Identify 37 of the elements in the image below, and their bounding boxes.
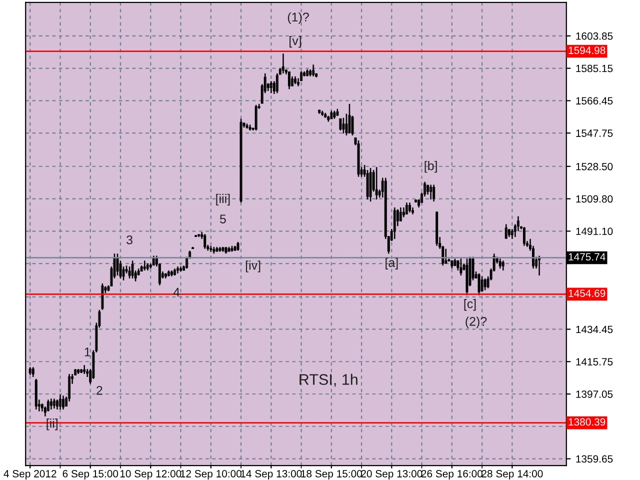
y-tick-label: 1509.80 <box>576 195 613 203</box>
x-tick-label: 26 Sep 16:00 <box>421 470 482 480</box>
annotation: 1 <box>84 348 90 356</box>
ref-line-label: 1475.74 <box>568 253 606 261</box>
annotation: [a] <box>386 258 398 270</box>
x-tick-label: 6 Sep 15:00 <box>62 470 118 480</box>
y-tick-label: 1415.75 <box>576 358 613 366</box>
annotation: 2 <box>96 386 102 395</box>
annotation: [c] <box>464 299 476 311</box>
x-tick-label: 20 Sep 13:00 <box>361 470 422 480</box>
annotation: (2)? <box>466 316 487 328</box>
y-tick-label: 1528.50 <box>576 162 613 170</box>
y-tick-label: 1603.85 <box>576 32 613 40</box>
y-tick-label: 1434.45 <box>576 326 613 334</box>
y-tick-label: 1566.45 <box>576 97 613 105</box>
annotation: (1)? <box>288 12 309 24</box>
y-tick-label: 1359.65 <box>576 455 613 463</box>
y-tick-label: 1397.05 <box>576 390 613 398</box>
y-tick-label: 1585.15 <box>576 64 613 72</box>
x-tick-label: 12 Sep 10:00 <box>180 470 242 480</box>
x-tick-label: 28 Sep 14:00 <box>482 470 543 480</box>
annotation: RTSI, 1h <box>300 374 358 387</box>
annotation: [b] <box>424 161 437 173</box>
x-tick-label: 10 Sep 12:00 <box>120 470 182 480</box>
annotation: [v] <box>290 36 301 48</box>
annotation: 3 <box>126 235 132 244</box>
ref-line-label: 1380.39 <box>568 418 606 426</box>
y-tick-label: 1491.10 <box>576 228 613 236</box>
annotation: 5 <box>220 214 226 224</box>
annotation: [iv] <box>246 260 260 272</box>
x-tick-label: 18 Sep 15:00 <box>301 470 362 480</box>
annotation: [iii] <box>216 194 230 206</box>
x-tick-label: 14 Sep 13:00 <box>240 470 302 480</box>
ref-line-label: 1594.98 <box>568 46 606 54</box>
y-tick-label: 1547.75 <box>576 130 613 137</box>
ref-line-label: 1454.69 <box>568 290 606 297</box>
x-tick-label: 4 Sep 2012 <box>4 470 56 480</box>
